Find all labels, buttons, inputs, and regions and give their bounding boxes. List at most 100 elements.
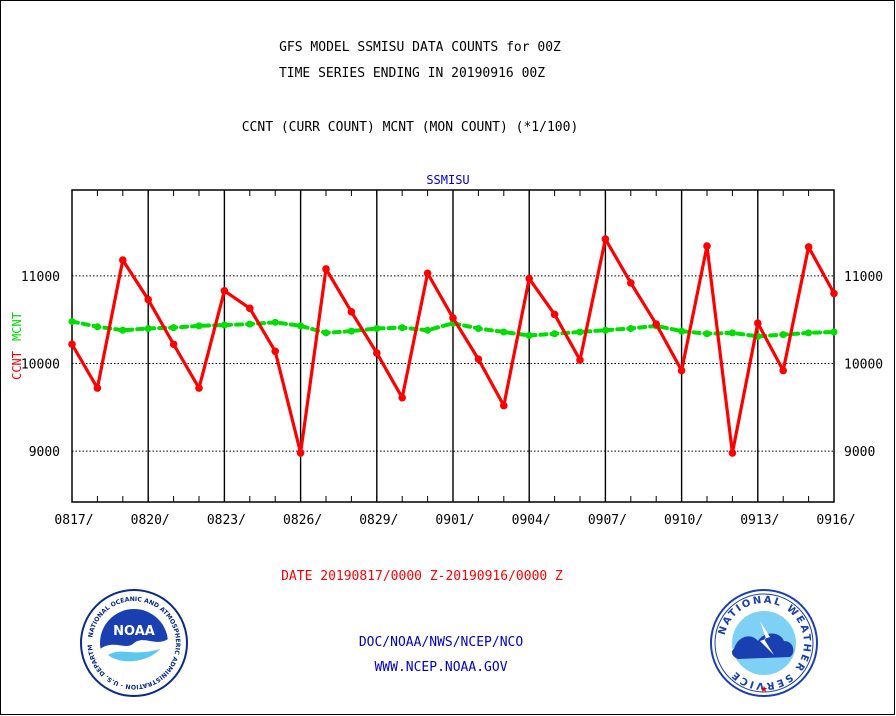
vertical-gridlines bbox=[147, 190, 759, 502]
y-tick-label-right: 9000 bbox=[844, 445, 875, 460]
mcnt-data-point bbox=[144, 324, 152, 332]
series-ccnt bbox=[68, 235, 838, 457]
chart-title-line1: GFS MODEL SSMISU DATA COUNTS for 00Z bbox=[279, 40, 561, 55]
y-tick-label-right: 11000 bbox=[844, 270, 883, 285]
mcnt-data-point bbox=[678, 327, 686, 335]
mcnt-data-point bbox=[322, 329, 330, 337]
svg-text:★: ★ bbox=[760, 684, 768, 694]
footer-url-link[interactable]: WWW.NCEP.NOAA.GOV bbox=[374, 660, 507, 675]
x-tick-label: 0826/ bbox=[283, 513, 322, 528]
mcnt-data-point bbox=[805, 329, 813, 337]
mcnt-data-point bbox=[551, 330, 559, 338]
ccnt-data-point bbox=[423, 269, 432, 278]
ccnt-data-point bbox=[500, 401, 508, 410]
mcnt-data-point bbox=[703, 330, 711, 338]
ccnt-data-point bbox=[271, 347, 280, 356]
mcnt-data-point bbox=[830, 328, 838, 336]
ccnt-data-point bbox=[525, 274, 533, 283]
x-tick-label: 0907/ bbox=[588, 513, 627, 528]
mcnt-data-point bbox=[779, 331, 787, 339]
ccnt-data-point bbox=[398, 393, 407, 402]
ccnt-data-point bbox=[68, 340, 76, 349]
ccnt-data-point bbox=[627, 279, 635, 287]
ccnt-data-point bbox=[296, 449, 305, 457]
ccnt-data-point bbox=[373, 349, 381, 357]
mcnt-data-point bbox=[246, 320, 254, 328]
chart-subtitle: CCNT (CURR COUNT) MCNT (MON COUNT) (*1/1… bbox=[242, 120, 579, 135]
y-tick-labels-right: 9000 10000 11000 bbox=[844, 270, 883, 460]
ccnt-data-point bbox=[804, 243, 813, 251]
mcnt-data-point bbox=[220, 321, 228, 329]
ccnt-data-point bbox=[93, 384, 102, 392]
svg-text:CCNTMCNT: CCNT MCNT bbox=[10, 312, 24, 380]
ccnt-data-point bbox=[195, 384, 203, 392]
ccnt-data-point bbox=[728, 449, 737, 457]
plot-area: 9000 10000 11000 9000 10000 11000 0817/0820/… bbox=[21, 189, 883, 528]
noaa-logo-icon: NATIONAL OCEANIC AND ATMOSPHERIC ADMINIS… bbox=[80, 589, 188, 697]
date-range-label: DATE 20190817/0000 Z-20190916/0000 Z bbox=[281, 569, 563, 584]
ccnt-data-point bbox=[246, 304, 254, 313]
ccnt-data-point bbox=[169, 340, 178, 349]
ccnt-data-point bbox=[347, 308, 356, 316]
ccnt-data-point bbox=[474, 355, 483, 363]
ccnt-data-point bbox=[144, 295, 152, 304]
ccnt-data-point bbox=[830, 289, 838, 298]
ccnt-data-point bbox=[220, 286, 229, 295]
mcnt-data-point bbox=[93, 323, 101, 331]
ccnt-data-point bbox=[779, 366, 787, 375]
y-axis-label-group: CCNT MCNT bbox=[10, 312, 24, 380]
y-axis-label-ccnt: CCNT bbox=[10, 351, 24, 380]
footer-org-label: DOC/NOAA/NWS/NCEP/NCO bbox=[359, 635, 524, 650]
ccnt-data-point bbox=[576, 356, 584, 364]
y-tick-label-right: 10000 bbox=[844, 358, 883, 373]
mcnt-data-point bbox=[474, 324, 482, 332]
y-axis-label-mcnt: MCNT bbox=[10, 312, 24, 341]
noaa-logo-text: NOAA bbox=[113, 624, 155, 639]
mcnt-data-point bbox=[373, 324, 381, 332]
ccnt-data-point bbox=[703, 242, 711, 250]
mcnt-data-point bbox=[297, 322, 305, 330]
y-tick-labels-left: 9000 10000 11000 bbox=[21, 270, 60, 460]
x-tick-label: 0904/ bbox=[512, 513, 551, 528]
plot-title: SSMISU bbox=[426, 173, 469, 187]
mcnt-data-point bbox=[347, 327, 355, 335]
ccnt-data-point bbox=[677, 366, 686, 375]
mcnt-data-point bbox=[500, 328, 508, 336]
mcnt-data-point bbox=[119, 326, 127, 334]
y-tick-label-left: 9000 bbox=[29, 445, 60, 460]
x-tick-label: 0823/ bbox=[207, 513, 246, 528]
x-tick-labels: 0817/0820/0823/0826/0829/0901/0904/0907/… bbox=[54, 513, 855, 528]
ccnt-data-point bbox=[652, 320, 660, 328]
x-tick-label: 0901/ bbox=[435, 513, 474, 528]
x-tick-label: 0910/ bbox=[664, 513, 703, 528]
ccnt-data-point bbox=[449, 314, 457, 322]
horizontal-gridlines bbox=[72, 275, 834, 452]
chart-title-line2: TIME SERIES ENDING IN 20190916 00Z bbox=[279, 66, 545, 81]
mcnt-data-point bbox=[398, 324, 406, 332]
mcnt-data-point bbox=[424, 326, 432, 334]
mcnt-data-point bbox=[271, 318, 279, 326]
y-tick-label-left: 11000 bbox=[21, 270, 60, 285]
x-tick-label: 0820/ bbox=[131, 513, 170, 528]
x-tick-label: 0829/ bbox=[359, 513, 398, 528]
ccnt-data-point bbox=[550, 310, 559, 319]
mcnt-data-point bbox=[627, 324, 635, 332]
mcnt-data-point bbox=[601, 326, 609, 334]
mcnt-data-point bbox=[195, 322, 203, 330]
ccnt-data-point bbox=[601, 235, 610, 243]
mcnt-data-point bbox=[525, 331, 533, 339]
mcnt-data-point bbox=[728, 329, 736, 337]
ccnt-data-point bbox=[754, 319, 762, 328]
axis-ticks bbox=[71, 190, 835, 502]
national-weather-service-logo-icon: NATIONAL WEATHER SERVICE ★ bbox=[710, 589, 818, 697]
x-tick-label: 0913/ bbox=[740, 513, 779, 528]
ccnt-data-point bbox=[322, 265, 330, 273]
x-tick-label: 0817/ bbox=[54, 513, 93, 528]
y-tick-label-left: 10000 bbox=[21, 358, 60, 373]
mcnt-data-point bbox=[68, 317, 76, 325]
mcnt-data-point bbox=[170, 324, 178, 332]
mcnt-data-point bbox=[576, 328, 584, 336]
x-tick-label: 0916/ bbox=[816, 513, 855, 528]
